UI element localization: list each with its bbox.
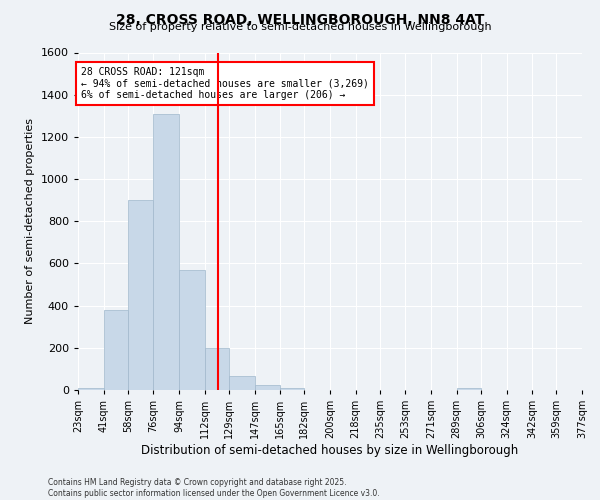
Bar bbox=[205, 348, 229, 390]
Bar bbox=[154, 114, 179, 390]
Bar bbox=[280, 388, 304, 390]
Text: Size of property relative to semi-detached houses in Wellingborough: Size of property relative to semi-detach… bbox=[109, 22, 491, 32]
Bar bbox=[229, 376, 254, 390]
Bar bbox=[179, 270, 205, 390]
Y-axis label: Number of semi-detached properties: Number of semi-detached properties bbox=[25, 118, 35, 324]
Text: 28, CROSS ROAD, WELLINGBOROUGH, NN8 4AT: 28, CROSS ROAD, WELLINGBOROUGH, NN8 4AT bbox=[116, 12, 484, 26]
Text: Contains HM Land Registry data © Crown copyright and database right 2025.
Contai: Contains HM Land Registry data © Crown c… bbox=[48, 478, 380, 498]
Bar bbox=[128, 200, 154, 390]
Text: 28 CROSS ROAD: 121sqm
← 94% of semi-detached houses are smaller (3,269)
6% of se: 28 CROSS ROAD: 121sqm ← 94% of semi-deta… bbox=[81, 68, 369, 100]
Bar bbox=[104, 310, 128, 390]
Bar bbox=[78, 388, 104, 390]
X-axis label: Distribution of semi-detached houses by size in Wellingborough: Distribution of semi-detached houses by … bbox=[142, 444, 518, 457]
Bar bbox=[457, 388, 481, 390]
Bar bbox=[254, 384, 280, 390]
